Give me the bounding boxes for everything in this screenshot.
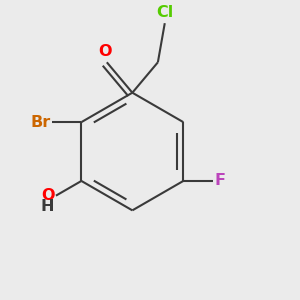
Text: H: H [40,199,54,214]
Text: Br: Br [30,115,50,130]
Text: O: O [41,188,55,203]
Text: O: O [99,44,112,59]
Text: Cl: Cl [156,4,173,20]
Text: F: F [214,173,225,188]
